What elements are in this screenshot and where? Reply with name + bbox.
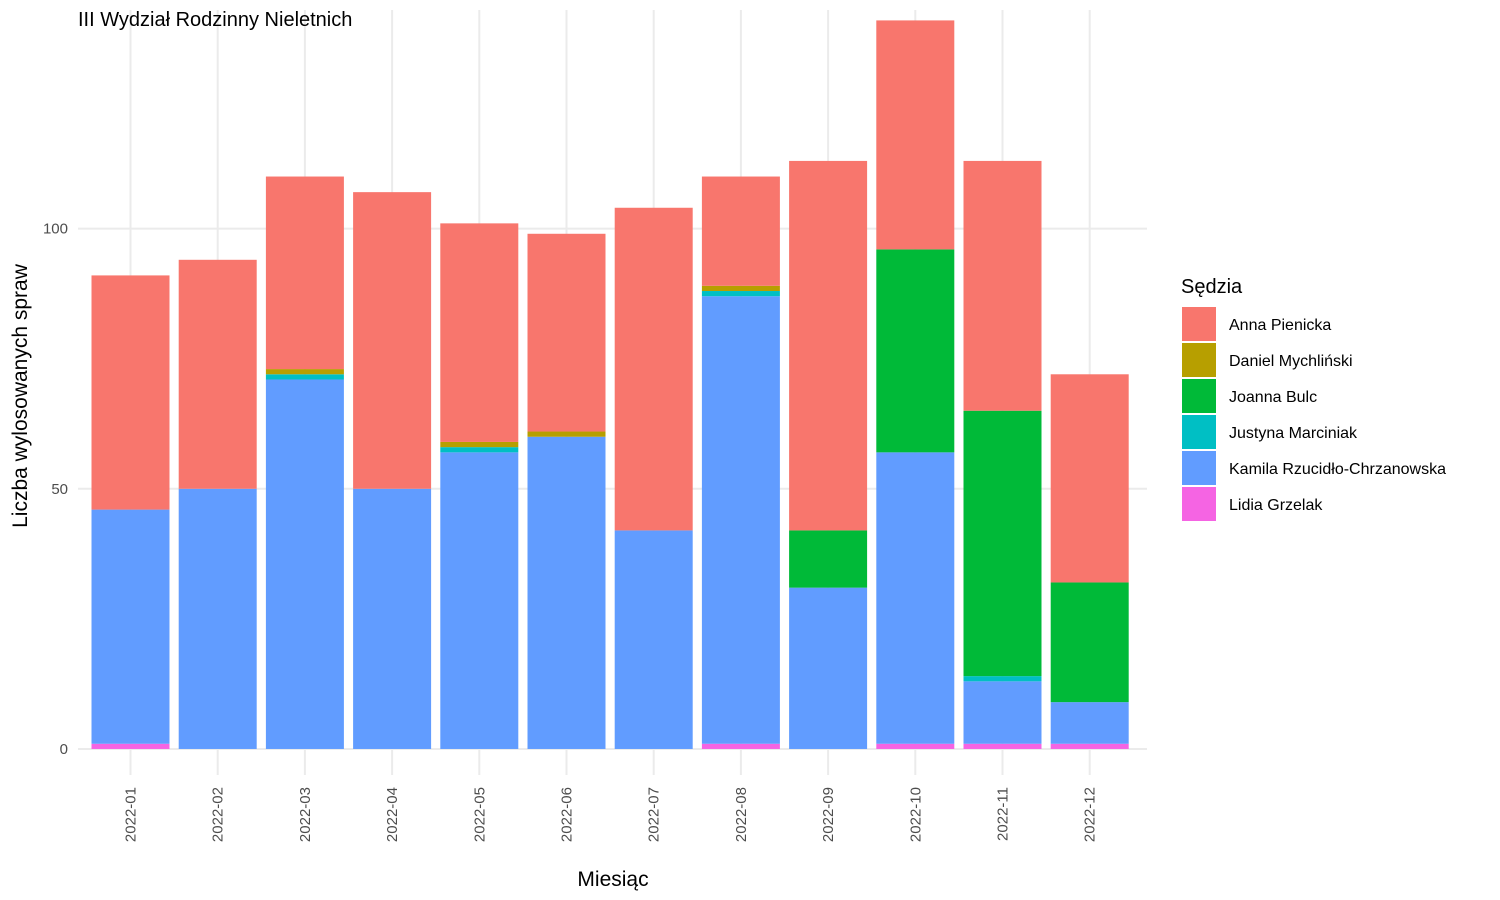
bar-stack-2022-04 xyxy=(353,192,432,749)
bar-segment xyxy=(91,743,170,749)
x-tick-label: 2022-12 xyxy=(1082,787,1099,842)
bar-stack-2022-03 xyxy=(265,176,344,749)
chart-title: III Wydział Rodzinny Nieletnich xyxy=(78,9,352,31)
bar-segment xyxy=(1050,743,1129,749)
bar-stack-2022-02 xyxy=(178,259,257,749)
bar-segment xyxy=(265,374,344,380)
bar-segment xyxy=(1050,582,1129,703)
bar-stack-2022-09 xyxy=(789,160,868,749)
bar-segment xyxy=(91,509,170,744)
x-tick-label: 2022-05 xyxy=(471,787,488,842)
legend-swatch xyxy=(1182,307,1216,341)
bar-segment xyxy=(963,160,1042,411)
bar-segment xyxy=(614,530,693,749)
legend-swatch xyxy=(1182,487,1216,521)
x-tick-label: 2022-09 xyxy=(820,787,837,842)
bar-segment xyxy=(353,192,432,489)
legend: Sędzia Anna Pienicka Daniel Mychliński Joa… xyxy=(1181,276,1446,521)
legend-label: Anna Pienicka xyxy=(1229,317,1331,334)
bar-segment xyxy=(789,587,868,749)
bar-stack-2022-12 xyxy=(1050,374,1129,749)
bar-stack-2022-07 xyxy=(614,207,693,749)
bar-segment xyxy=(353,488,432,749)
bar-segment xyxy=(963,743,1042,749)
bar-segment xyxy=(963,676,1042,682)
legend-label: Kamila Rzucidło-Chrzanowska xyxy=(1229,461,1446,478)
bar-segment xyxy=(178,488,257,749)
y-tick-label: 50 xyxy=(51,481,68,498)
bar-segment xyxy=(1050,374,1129,583)
y-axis-title: Liczba wylosowanych spraw xyxy=(9,263,32,528)
bar-segment xyxy=(614,207,693,531)
x-tick-label: 2022-11 xyxy=(995,787,1012,841)
bar-segment xyxy=(527,436,606,749)
bar-segment xyxy=(91,275,170,510)
x-tick-label: 2022-03 xyxy=(297,787,314,842)
x-tick-label: 2022-10 xyxy=(907,787,924,842)
bar-segment xyxy=(701,296,780,744)
bar-segment xyxy=(440,452,519,749)
bar-segment xyxy=(963,681,1042,744)
legend-label: Daniel Mychliński xyxy=(1229,353,1353,370)
bar-stack-2022-10 xyxy=(876,20,955,749)
bar-segment xyxy=(527,233,606,432)
bar-segment xyxy=(963,410,1042,677)
bar-segment xyxy=(178,259,257,489)
x-tick-label: 2022-07 xyxy=(646,787,663,842)
legend-swatch xyxy=(1182,451,1216,485)
bar-stack-2022-08 xyxy=(701,176,780,749)
bar-segment xyxy=(876,743,955,749)
x-tick-label: 2022-08 xyxy=(733,787,750,842)
y-axis-ticks: 0 50 100 xyxy=(43,221,68,758)
bar-segment xyxy=(789,160,868,531)
bar-segment xyxy=(789,530,868,588)
bar-segment xyxy=(701,176,780,286)
legend-swatch xyxy=(1182,379,1216,413)
y-tick-label: 0 xyxy=(60,741,68,758)
bar-segment xyxy=(1050,702,1129,744)
x-axis-title: Miesiąc xyxy=(577,868,648,891)
legend-swatch xyxy=(1182,343,1216,377)
x-tick-label: 2022-06 xyxy=(559,787,576,842)
legend-swatch xyxy=(1182,415,1216,449)
bar-stack-2022-05 xyxy=(440,223,519,749)
bar-stack-2022-11 xyxy=(963,160,1042,749)
legend-label: Lidia Grzelak xyxy=(1229,497,1323,514)
bar-segment xyxy=(265,379,344,749)
bar-stack-2022-01 xyxy=(91,275,170,749)
bar-segment xyxy=(440,447,519,453)
bars xyxy=(91,20,1129,749)
bar-segment xyxy=(440,223,519,442)
x-axis-ticks: 2022-01 2022-02 2022-03 2022-04 2022-05 2022-… xyxy=(123,787,1099,842)
x-tick-label: 2022-01 xyxy=(123,787,140,842)
bar-segment xyxy=(701,285,780,292)
bar-segment xyxy=(265,176,344,370)
x-tick-label: 2022-02 xyxy=(210,787,227,842)
legend-title: Sędzia xyxy=(1181,276,1243,298)
bar-segment xyxy=(701,743,780,749)
y-tick-label: 100 xyxy=(43,221,68,238)
legend-label: Joanna Bulc xyxy=(1229,389,1317,406)
legend-label: Justyna Marciniak xyxy=(1229,425,1358,442)
bar-segment xyxy=(527,431,606,437)
bar-segment xyxy=(876,20,955,250)
bar-segment xyxy=(440,441,519,448)
x-tick-label: 2022-04 xyxy=(384,787,401,842)
bar-segment xyxy=(876,452,955,744)
bar-segment xyxy=(701,291,780,297)
bar-segment xyxy=(265,369,344,375)
bar-stack-2022-06 xyxy=(527,233,606,749)
bar-segment xyxy=(876,249,955,453)
